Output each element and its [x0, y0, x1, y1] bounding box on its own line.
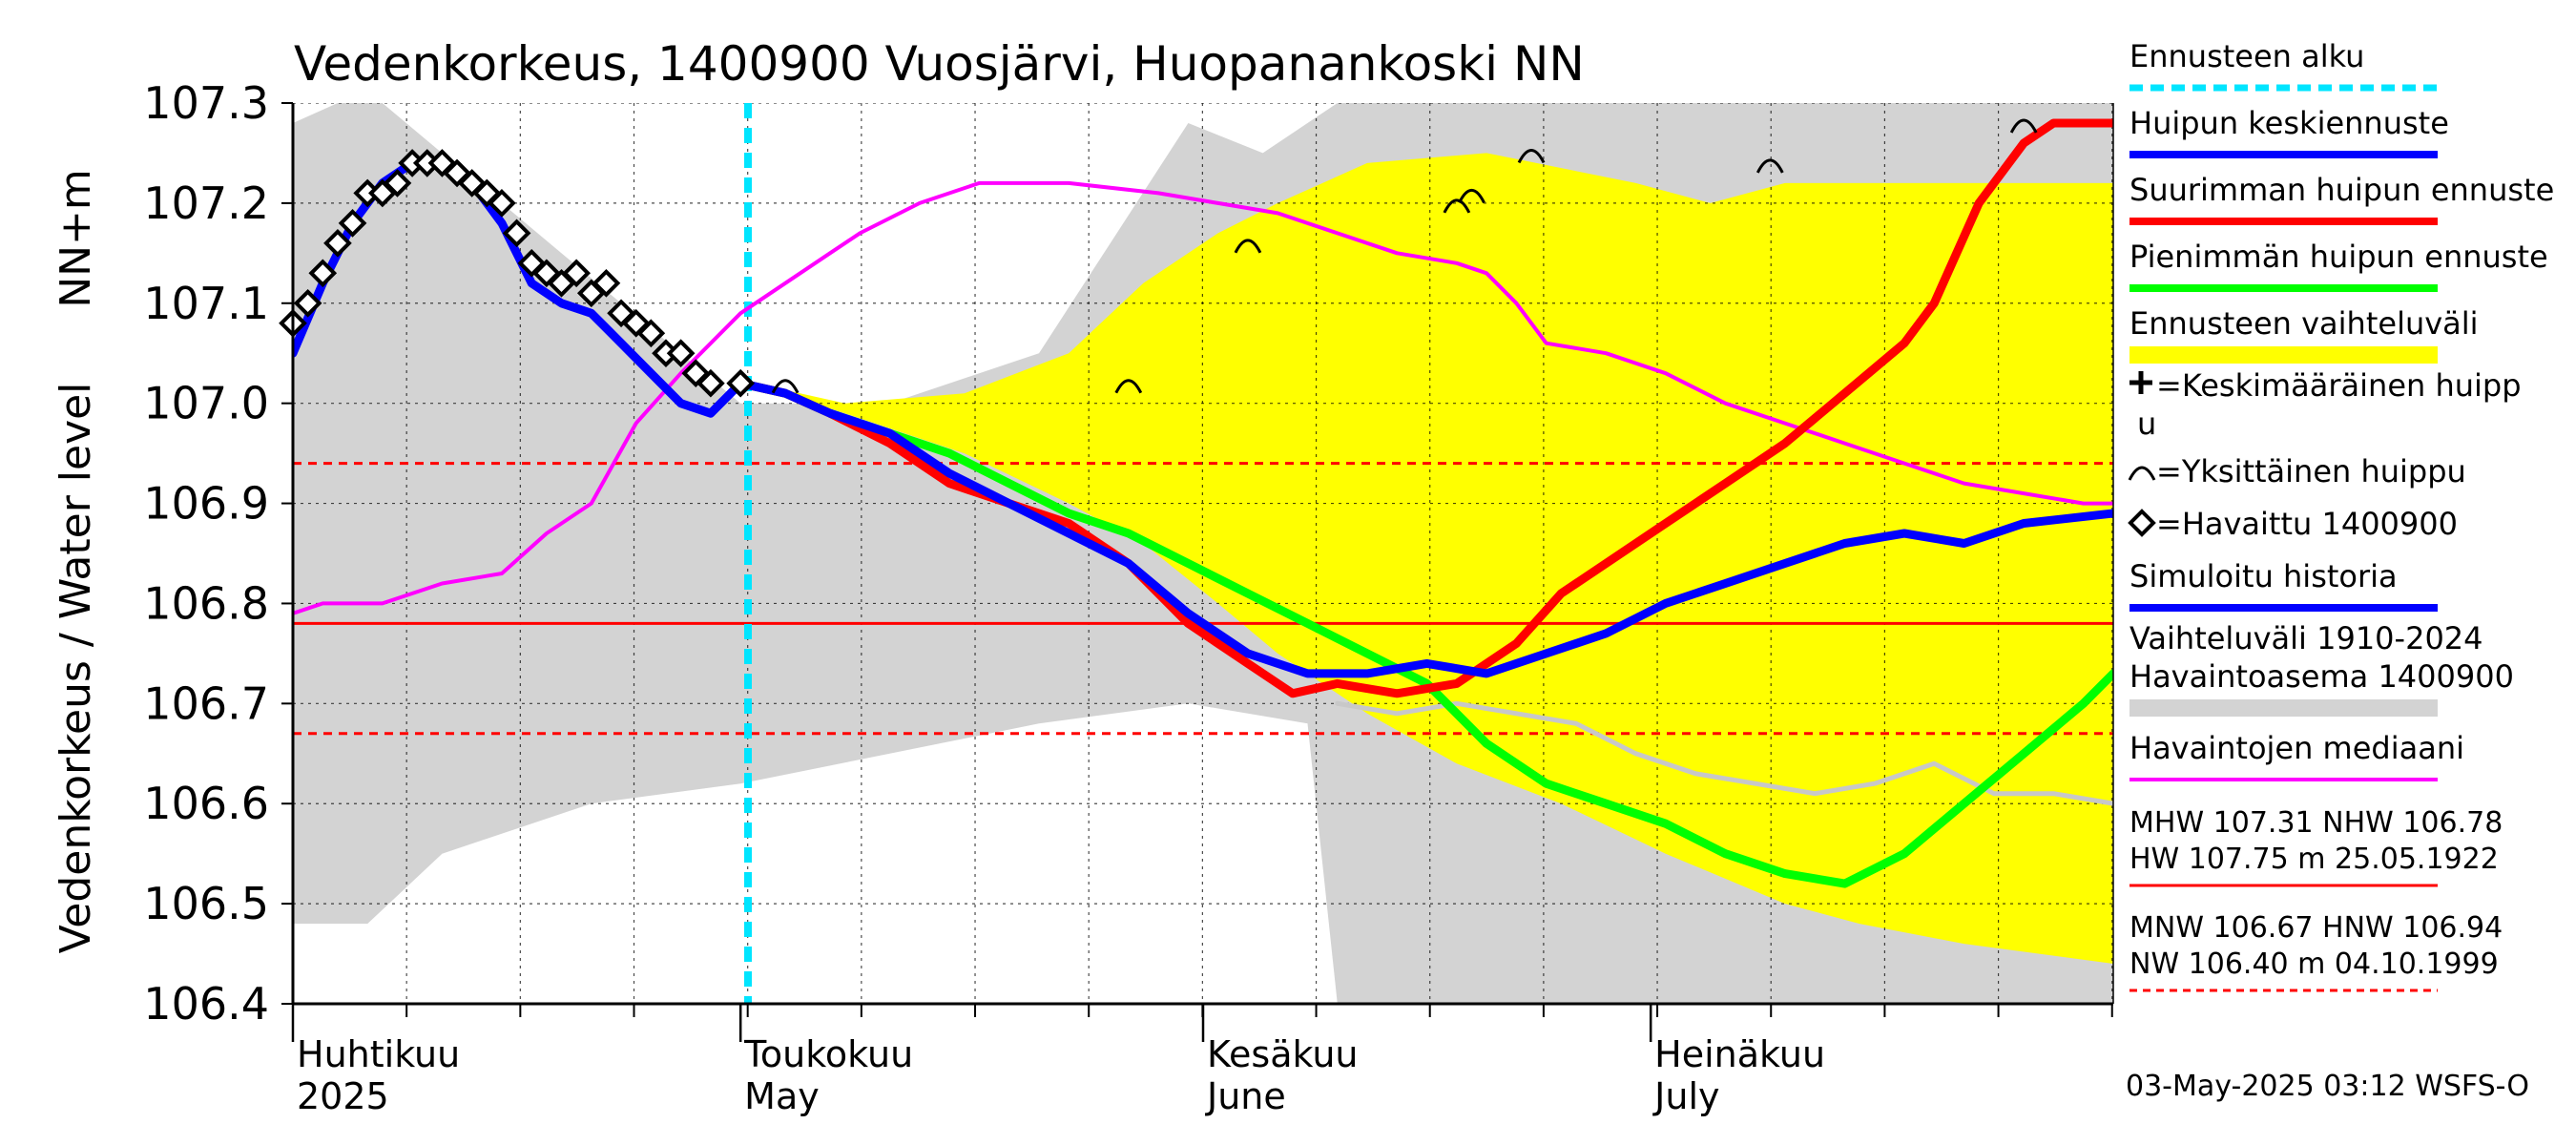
legend-label-1: Huipun keskiennuste	[2129, 105, 2449, 141]
footer-timestamp: 03-May-2025 03:12 WSFS-O	[2126, 1070, 2529, 1103]
legend-label-3: Pienimmän huipun ennuste	[2129, 239, 2548, 275]
observed-point	[488, 189, 516, 218]
month-label-en: 2025	[297, 1075, 389, 1117]
month-label-en: July	[1652, 1075, 1719, 1117]
stat-line-2-0: HW 107.75 m 25.05.1922	[2129, 843, 2499, 876]
single-peak-marker	[2009, 118, 2038, 134]
observed-point	[636, 319, 666, 348]
diamond-icon	[2128, 509, 2156, 537]
single-peak-marker	[771, 379, 800, 394]
single-peak-marker	[1114, 379, 1143, 394]
y-tick-label: 106.5	[143, 878, 269, 929]
observed-point	[562, 259, 591, 288]
single-peak-marker	[1443, 198, 1471, 214]
month-label-en: May	[744, 1075, 820, 1117]
month-label-en: June	[1205, 1075, 1286, 1117]
y-tick-label: 107.3	[143, 77, 269, 129]
y-tick-label: 106.7	[143, 677, 269, 729]
y-tick-label: 107.0	[143, 378, 269, 429]
observed-point	[323, 229, 352, 258]
observed-point	[666, 339, 696, 368]
legend-label-cont-9: Havaintoasema 1400900	[2129, 658, 2514, 695]
observed-point	[502, 219, 531, 248]
stat-line-1-0: MHW 107.31 NHW 106.78	[2129, 806, 2503, 840]
month-label-fi: Kesäkuu	[1207, 1033, 1359, 1075]
legend-label-5: =Keskimääräinen huipp	[2156, 367, 2522, 404]
observed-point	[293, 288, 322, 318]
observed-point	[383, 169, 412, 198]
observed-point	[726, 368, 756, 398]
forecast-range-band	[755, 153, 2113, 964]
month-label-fi: Toukokuu	[743, 1033, 913, 1075]
legend-swatch-9	[2129, 699, 2438, 717]
y-tick-label: 106.6	[143, 778, 269, 829]
y-tick-label: 107.2	[143, 177, 269, 229]
observed-point	[338, 209, 367, 238]
chart-title: Vedenkorkeus, 1400900 Vuosjärvi, Huopana…	[294, 36, 1585, 92]
month-label-fi: Heinäkuu	[1654, 1033, 1825, 1075]
single-peak-marker	[1234, 239, 1262, 254]
legend-label-0: Ennusteen alku	[2129, 38, 2364, 74]
y-tick-label: 106.4	[143, 978, 269, 1030]
y-tick-label: 107.1	[143, 278, 269, 329]
single-peak-marker	[1517, 148, 1546, 164]
series-line-2	[736, 379, 2113, 888]
y-axis-unit-label: NN+m	[52, 169, 100, 308]
stat-line-1-1: MNW 106.67 HNW 106.94	[2129, 911, 2503, 945]
observed-point	[308, 259, 338, 288]
observed-point	[696, 368, 725, 398]
plus-icon	[2129, 371, 2152, 394]
single-peak-marker	[1755, 158, 1784, 174]
arc-icon	[2128, 466, 2156, 481]
legend-label-6: =Yksittäinen huippu	[2156, 453, 2466, 489]
y-tick-label: 106.8	[143, 577, 269, 629]
legend-label-8: Simuloitu historia	[2129, 558, 2398, 594]
legend-label-10: Havaintojen mediaani	[2129, 730, 2464, 766]
stat-line-2-1: NW 106.40 m 04.10.1999	[2129, 947, 2499, 981]
series-line-1	[736, 118, 2113, 698]
legend-swatch-4	[2129, 346, 2438, 364]
legend-label-cont-5: u	[2137, 406, 2156, 442]
legend-label-7: =Havaittu 1400900	[2156, 506, 2458, 542]
single-peak-marker	[1458, 188, 1485, 204]
legend-label-9: Vaihteluväli 1910-2024	[2129, 620, 2483, 656]
month-label-fi: Huhtikuu	[297, 1033, 460, 1075]
observed-point	[592, 268, 621, 298]
y-axis-label: Vedenkorkeus / Water level	[52, 383, 100, 954]
y-tick-label: 106.9	[143, 478, 269, 530]
legend-label-4: Ennusteen vaihteluväli	[2129, 305, 2479, 342]
legend-label-2: Suurimman huipun ennuste	[2129, 172, 2554, 208]
